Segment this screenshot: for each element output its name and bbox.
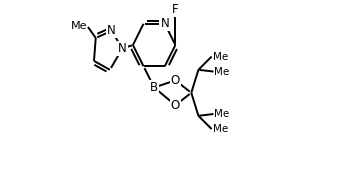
- Text: Me: Me: [213, 51, 228, 62]
- Text: N: N: [118, 42, 127, 55]
- Text: N: N: [161, 17, 169, 30]
- Text: Me: Me: [213, 124, 228, 134]
- Text: Me: Me: [70, 21, 87, 31]
- Text: F: F: [172, 3, 179, 16]
- Text: Me: Me: [214, 67, 230, 76]
- Text: O: O: [171, 74, 180, 87]
- Text: B: B: [150, 81, 158, 94]
- Text: Me: Me: [214, 109, 230, 119]
- Text: N: N: [107, 24, 116, 37]
- Text: O: O: [171, 99, 180, 112]
